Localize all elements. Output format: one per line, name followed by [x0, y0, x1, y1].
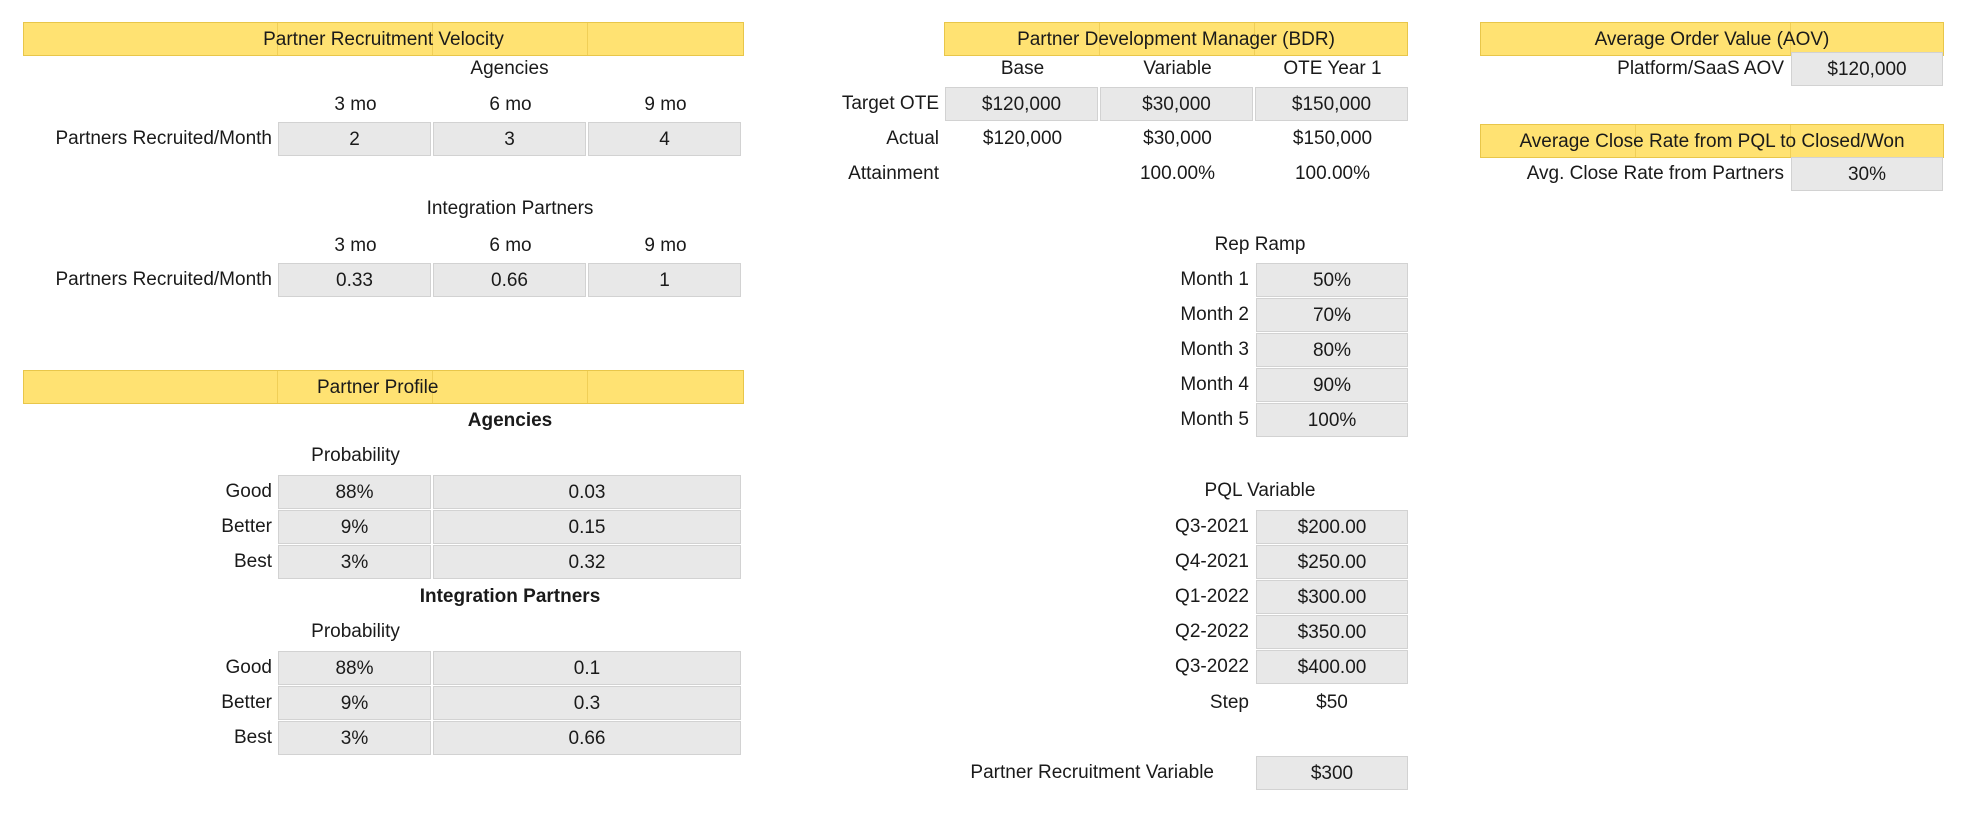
pdm-column-header: Base: [1000, 58, 1045, 79]
close-rate-value-cell[interactable]: 30%: [1791, 157, 1943, 191]
profile-agencies-prob-cell[interactable]: 88%: [278, 475, 431, 509]
pdm-actual-label: Actual: [886, 128, 939, 149]
aov-header[interactable]: Average Order Value (AOV): [1480, 22, 1944, 56]
aov-label: Platform/SaaS AOV: [1617, 58, 1784, 79]
pdm-target-cell[interactable]: $30,000: [1100, 87, 1253, 121]
pql-value-cell[interactable]: $300.00: [1256, 580, 1408, 614]
ramp-value-cell[interactable]: 70%: [1256, 298, 1408, 332]
pql-step-label: Step: [1209, 692, 1249, 713]
velocity-title: Partner Recruitment Velocity: [263, 29, 504, 50]
pql-row-label: Q3-2021: [1175, 516, 1249, 537]
velocity-agencies-row-label: Partners Recruited/Month: [55, 128, 273, 149]
recruit-var-cell[interactable]: $300: [1256, 756, 1408, 790]
velocity-agencies-cell[interactable]: 4: [588, 122, 741, 156]
profile-agencies-prob-label: Probability: [311, 445, 400, 466]
velocity-integration-row-label: Partners Recruited/Month: [55, 269, 273, 290]
ramp-row-label: Month 1: [1180, 269, 1249, 290]
profile-agencies-row-label: Best: [233, 551, 272, 572]
profile-integration-value-cell[interactable]: 0.1: [433, 651, 741, 685]
profile-integration-prob-cell[interactable]: 9%: [278, 686, 431, 720]
pdm-attainment-label: Attainment: [848, 163, 939, 184]
ramp-value-cell[interactable]: 100%: [1256, 403, 1408, 437]
pql-value-cell[interactable]: $350.00: [1256, 615, 1408, 649]
pql-step-value[interactable]: $50: [1316, 692, 1348, 713]
velocity-agencies-period: 3 mo: [334, 94, 377, 115]
pdm-actual-cell[interactable]: $30,000: [1143, 128, 1212, 149]
profile-agencies-row-label: Better: [221, 516, 272, 537]
pdm-title: Partner Development Manager (BDR): [1017, 29, 1335, 50]
ramp-row-label: Month 2: [1180, 304, 1249, 325]
profile-agencies-prob-cell[interactable]: 9%: [278, 510, 431, 544]
pdm-column-header: Variable: [1143, 58, 1212, 79]
profile-integration-label: Integration Partners: [419, 586, 601, 607]
pdm-attainment-cell[interactable]: [945, 157, 1100, 191]
pql-row-label: Q4-2021: [1175, 551, 1249, 572]
pdm-attainment-cell[interactable]: 100.00%: [1139, 163, 1215, 184]
pdm-actual-cell[interactable]: $120,000: [982, 128, 1063, 149]
profile-integration-row-label: Good: [225, 657, 272, 678]
close-rate-header[interactable]: Average Close Rate from PQL to Closed/Wo…: [1480, 124, 1944, 158]
velocity-agencies-label: Agencies: [470, 58, 549, 79]
profile-integration-prob-cell[interactable]: 3%: [278, 721, 431, 755]
ramp-value-cell[interactable]: 50%: [1256, 263, 1408, 297]
profile-integration-row-label: Better: [221, 692, 272, 713]
profile-agencies-value-cell[interactable]: 0.32: [433, 545, 741, 579]
ramp-value-cell[interactable]: 90%: [1256, 368, 1408, 402]
pdm-target-cell[interactable]: $120,000: [945, 87, 1098, 121]
pql-value-cell[interactable]: $250.00: [1256, 545, 1408, 579]
velocity-agencies-period: 9 mo: [644, 94, 687, 115]
profile-integration-value-cell[interactable]: 0.66: [433, 721, 741, 755]
velocity-integration-period: 3 mo: [334, 235, 377, 256]
profile-header[interactable]: Partner Profile: [23, 370, 744, 404]
profile-agencies-value-cell[interactable]: 0.15: [433, 510, 741, 544]
recruit-var-label: Partner Recruitment Variable: [970, 762, 1214, 783]
aov-value-cell[interactable]: $120,000: [1791, 52, 1943, 86]
ramp-row-label: Month 3: [1180, 339, 1249, 360]
profile-agencies-value-cell[interactable]: 0.03: [433, 475, 741, 509]
ramp-row-label: Month 4: [1180, 374, 1249, 395]
profile-integration-value-cell[interactable]: 0.3: [433, 686, 741, 720]
pql-row-label: Q3-2022: [1175, 656, 1249, 677]
velocity-integration-label: Integration Partners: [426, 198, 594, 219]
velocity-integration-period: 9 mo: [644, 235, 687, 256]
velocity-integration-period: 6 mo: [489, 235, 532, 256]
pql-row-label: Q2-2022: [1175, 621, 1249, 642]
pql-row-label: Q1-2022: [1175, 586, 1249, 607]
pdm-column-header: OTE Year 1: [1283, 58, 1382, 79]
pql-value-cell[interactable]: $200.00: [1256, 510, 1408, 544]
pql-value-cell[interactable]: $400.00: [1256, 650, 1408, 684]
velocity-integration-cell[interactable]: 0.33: [278, 263, 431, 297]
profile-agencies-prob-cell[interactable]: 3%: [278, 545, 431, 579]
pdm-actual-cell[interactable]: $150,000: [1292, 128, 1373, 149]
close-rate-label: Avg. Close Rate from Partners: [1526, 163, 1784, 184]
aov-title: Average Order Value (AOV): [1594, 29, 1830, 50]
pdm-target-label: Target OTE: [841, 93, 939, 114]
velocity-integration-cell[interactable]: 0.66: [433, 263, 586, 297]
velocity-agencies-period: 6 mo: [489, 94, 532, 115]
velocity-integration-cell[interactable]: 1: [588, 263, 741, 297]
ramp-value-cell[interactable]: 80%: [1256, 333, 1408, 367]
pql-title: PQL Variable: [1204, 480, 1316, 501]
pdm-header[interactable]: Partner Development Manager (BDR): [944, 22, 1408, 56]
profile-title: Partner Profile: [317, 377, 439, 398]
pdm-target-cell[interactable]: $150,000: [1255, 87, 1408, 121]
profile-agencies-label: Agencies: [467, 410, 553, 431]
profile-integration-prob-cell[interactable]: 88%: [278, 651, 431, 685]
profile-integration-row-label: Best: [233, 727, 272, 748]
velocity-agencies-cell[interactable]: 2: [278, 122, 431, 156]
velocity-header[interactable]: Partner Recruitment Velocity: [23, 22, 744, 56]
close-rate-title: Average Close Rate from PQL to Closed/Wo…: [1519, 131, 1905, 152]
pdm-attainment-cell[interactable]: 100.00%: [1294, 163, 1370, 184]
profile-integration-prob-label: Probability: [311, 621, 400, 642]
profile-agencies-row-label: Good: [225, 481, 272, 502]
velocity-agencies-cell[interactable]: 3: [433, 122, 586, 156]
ramp-title: Rep Ramp: [1214, 234, 1306, 255]
ramp-row-label: Month 5: [1180, 409, 1249, 430]
